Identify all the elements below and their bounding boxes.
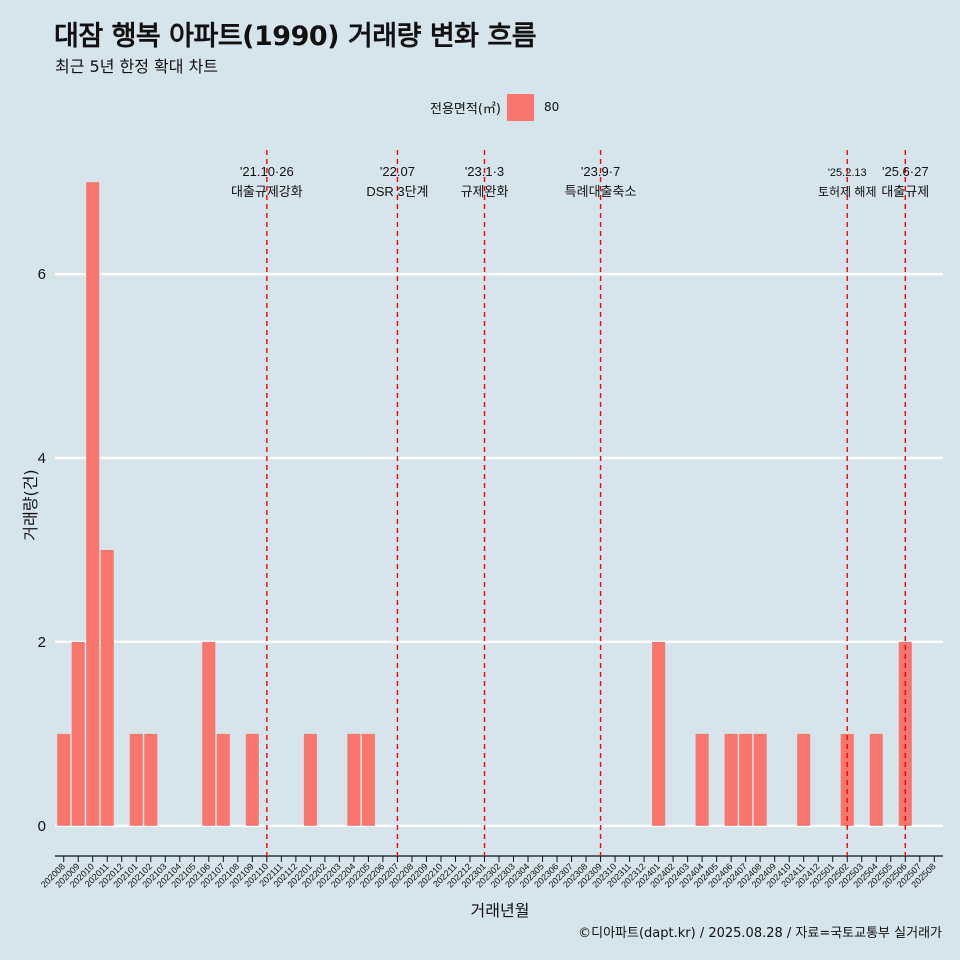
y-tick-label: 2 [38,634,46,651]
y-axis-title: 거래량(건) [21,469,40,541]
event-date-label: '23.1·3 [465,164,504,179]
bar-202411 [797,733,811,826]
event-label: 대출규제강화 [231,184,303,199]
legend-swatch [506,93,534,121]
source-caption: ©디아파트(dapt.kr) / 2025.08.28 / 자료=국토교통부 실… [578,926,942,941]
legend-key-label: 80 [543,100,560,114]
event-label: DSR 3단계 [366,184,428,199]
bar-202406 [724,733,738,826]
chart-subtitle: 최근 5년 한정 확대 차트 [55,57,219,76]
y-tick-label: 6 [38,266,46,283]
bar-202106 [202,641,216,826]
event-label: 대출규제 [881,184,929,199]
x-axis-title: 거래년월 [470,901,530,920]
y-tick-label: 0 [38,818,46,835]
event-label: 규제완화 [461,184,509,199]
bar-202101 [129,733,143,826]
event-date-label: '23.9·7 [581,164,620,179]
y-tick-label: 4 [38,450,46,467]
bar-202404 [695,733,709,826]
y-axis-title-wrap: 거래량(건) [14,430,44,580]
bar-202401 [652,641,666,826]
bar-202102 [144,733,158,826]
bar-202011 [100,549,114,826]
bar-202504 [869,733,883,826]
bar-202109 [245,733,259,826]
bar-202204 [347,733,361,826]
legend-title: 전용면적(㎡) [430,101,501,117]
event-label: 토허제 해제 [818,185,877,199]
chart-title: 대잠 행복 아파트(1990) 거래량 변화 흐름 [54,21,537,52]
bar-202010 [86,182,100,826]
bar-202502 [840,733,854,826]
bar-202407 [739,733,753,826]
bar-202008 [57,733,71,826]
bar-202408 [753,733,767,826]
bar-202009 [71,641,85,826]
event-date-label: '25.6·27 [882,164,929,179]
bar-202201 [303,733,317,826]
bar-202107 [216,733,230,826]
event-date-label: '22.07 [380,164,415,179]
legend: 전용면적(㎡) 80 [430,93,559,121]
event-date-label: '21.10·26 [240,164,294,179]
bar-202205 [361,733,375,826]
bar-202506 [898,641,912,826]
event-date-label: '25.2.13 [828,167,867,179]
event-label: 특례대출축소 [565,184,637,199]
